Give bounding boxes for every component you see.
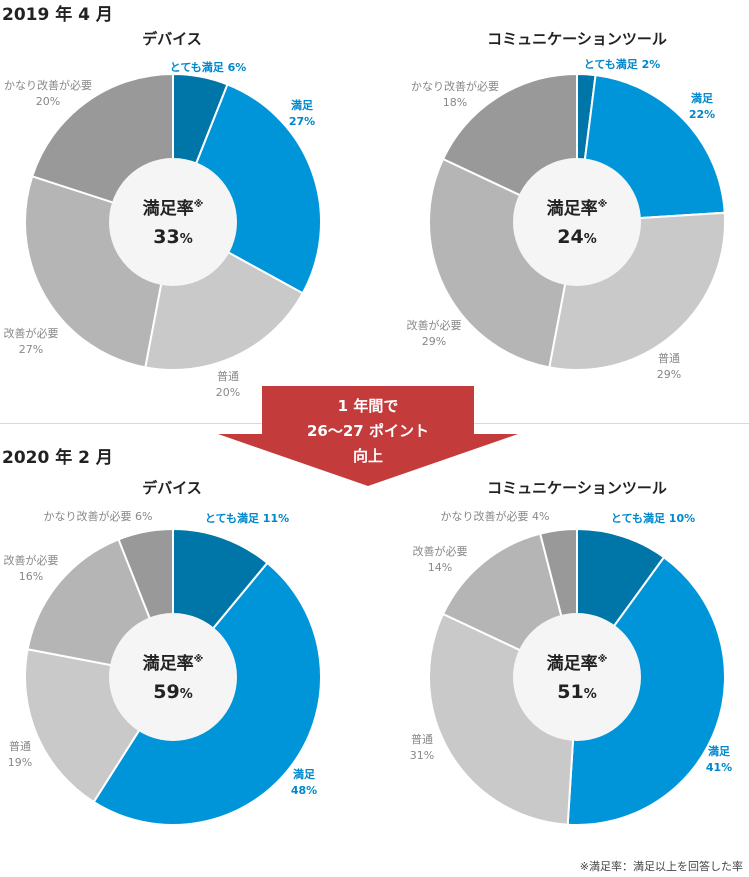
- chart-title-2019-comm: コミュニケーションツール: [487, 30, 667, 48]
- slice-label-very-satisfied: とても満足 6%: [170, 60, 247, 74]
- slice-label-needs-improvement: 改善が必要 14%: [413, 544, 468, 574]
- pie-center-hole: [109, 613, 237, 741]
- slice-label-satisfied: 満足 48%: [291, 767, 317, 797]
- pie-center-hole: [109, 158, 237, 286]
- footnote: ※満足率：満足以上を回答した率: [579, 860, 743, 873]
- slice-label-very-satisfied: とても満足 11%: [205, 511, 289, 525]
- slice-label-very-satisfied: とても満足 10%: [611, 511, 695, 525]
- pie-slice-satisfied: [566, 555, 726, 826]
- slice-label-needs-much-improvement: かなり改善が必要 6%: [44, 509, 153, 523]
- chart-title-2019-device: デバイス: [142, 30, 202, 48]
- footnote-mark: ※: [194, 653, 204, 665]
- slice-label-needs-much-improvement: かなり改善が必要 18%: [411, 79, 499, 109]
- slice-label-needs-much-improvement: かなり改善が必要 4%: [441, 509, 550, 523]
- slice-label-normal: 普通 19%: [8, 739, 32, 769]
- period-title-2020: 2020 年 2 月: [2, 448, 113, 468]
- slice-label-normal: 普通 29%: [657, 351, 681, 381]
- satisfaction-rate-label: 満足率※: [547, 653, 608, 674]
- arrow-line-2: 26〜27 ポイント: [307, 422, 429, 440]
- period-title-2019: 2019 年 4 月: [2, 5, 113, 25]
- slice-label-needs-improvement: 改善が必要 29%: [407, 318, 462, 348]
- footnote-mark: ※: [598, 653, 608, 665]
- improvement-arrow: [218, 386, 518, 486]
- slice-label-normal: 普通 31%: [410, 732, 434, 762]
- satisfaction-rate-value: 51%: [557, 681, 596, 703]
- arrow-shape: [218, 386, 518, 486]
- pie-chart-2019-device: 満足率※ 33% とても満足 6% 満足 27% 普通 20% 改善が必要 27% かなり改善が必…: [4, 60, 322, 399]
- chart-title-2020-comm: コミュニケーションツール: [487, 479, 667, 497]
- footnote-mark: ※: [194, 198, 204, 210]
- pie-chart-2019-comm: 満足率※ 24% とても満足 2% 満足 22% 普通 29% 改善が必要 29% かなり改善が必…: [407, 57, 726, 381]
- footnote-mark: ※: [598, 198, 608, 210]
- slice-label-needs-much-improvement: かなり改善が必要 20%: [4, 78, 92, 108]
- arrow-line-3: 向上: [352, 447, 383, 465]
- satisfaction-rate-value: 24%: [557, 226, 596, 248]
- slice-label-normal: 普通 20%: [216, 369, 240, 399]
- satisfaction-rate-label: 満足率※: [143, 653, 204, 674]
- satisfaction-rate-label: 満足率※: [547, 198, 608, 219]
- slice-label-satisfied: 満足 27%: [289, 98, 315, 128]
- slice-label-very-satisfied: とても満足 2%: [584, 57, 661, 71]
- pie-chart-2020-device: 満足率※ 59% とても満足 11% 満足 48% 普通 19% 改善が必要 16% かなり改善が…: [4, 509, 323, 826]
- slice-label-needs-improvement: 改善が必要 16%: [4, 553, 59, 583]
- arrow-line-1: 1 年間で: [337, 397, 399, 415]
- pie-center-hole: [513, 613, 641, 741]
- chart-title-2020-device: デバイス: [142, 479, 202, 497]
- pie-center-hole: [513, 158, 641, 286]
- slice-label-needs-improvement: 改善が必要 27%: [4, 326, 59, 356]
- improvement-text: 1 年間で 26〜27 ポイント 向上: [218, 394, 518, 469]
- pie-chart-2020-comm: 満足率※ 51% とても満足 10% 満足 41% 普通 31% 改善が必要 14% かなり改善が…: [410, 509, 732, 826]
- satisfaction-rate-label: 満足率※: [143, 198, 204, 219]
- satisfaction-rate-value: 59%: [153, 681, 192, 703]
- slice-label-satisfied: 満足 22%: [689, 91, 715, 121]
- slice-label-satisfied: 満足 41%: [706, 744, 732, 774]
- satisfaction-rate-value: 33%: [153, 226, 192, 248]
